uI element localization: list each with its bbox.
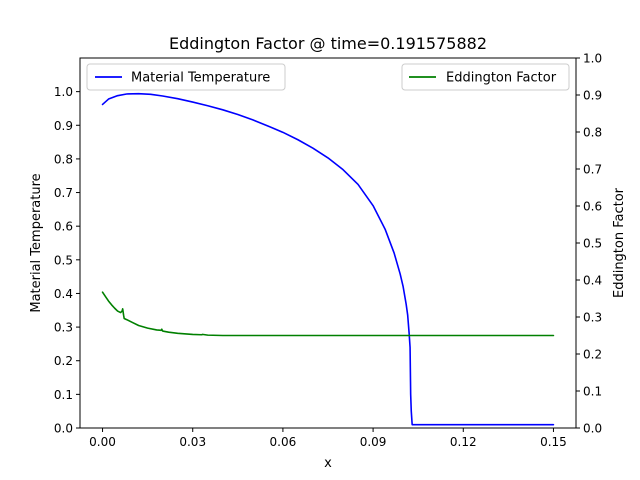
y-left-tick-label: 0.1 xyxy=(54,388,73,402)
y-axis-right-label: Eddington Factor xyxy=(612,187,627,298)
legend-box xyxy=(401,63,570,91)
y-axis-left-label: Material Temperature xyxy=(29,173,44,312)
x-axis: 0.00 0.03 0.06 0.09 0.12 0.15 xyxy=(89,428,567,449)
y-left-tick-label: 0.6 xyxy=(54,220,73,234)
x-tick-label: 0.12 xyxy=(450,435,477,449)
y-right-tick-label: 0.3 xyxy=(583,311,602,325)
legend-box xyxy=(86,63,286,91)
legend-label: Material Temperature xyxy=(131,71,270,86)
y-right-tick-label: 0.9 xyxy=(583,89,602,103)
legend-label: Eddington Factor xyxy=(446,71,557,86)
y-left-tick-label: 0.9 xyxy=(54,119,73,133)
y-left-tick-label: 0.2 xyxy=(54,354,73,368)
y-right-tick-label: 0.5 xyxy=(583,237,602,251)
series-layer xyxy=(101,92,555,426)
y-left-tick-label: 0.3 xyxy=(54,321,73,335)
y-right-tick-label: 0.4 xyxy=(583,274,602,288)
y-left-tick-label: 1.0 xyxy=(54,85,73,99)
y-right-tick-label: 0.0 xyxy=(583,422,602,436)
y-right-tick-label: 0.1 xyxy=(583,385,602,399)
legend-material-temperature: Material Temperature xyxy=(86,63,286,91)
chart-title: Eddington Factor @ time=0.191575882 xyxy=(169,34,487,53)
y-right-tick-label: 0.7 xyxy=(583,163,602,177)
y-right-tick-label: 0.8 xyxy=(583,126,602,140)
x-tick-label: 0.03 xyxy=(179,435,206,449)
y-axis-left: 0.0 0.1 0.2 0.3 0.4 0.5 0.6 0.7 0.8 0.9 1.0 xyxy=(54,85,80,436)
y-axis-right: 0.0 0.1 0.2 0.3 0.4 0.5 0.6 0.7 0.8 0.9 1.0 xyxy=(576,52,602,436)
x-axis-label: x xyxy=(324,456,332,471)
y-left-tick-label: 0.7 xyxy=(54,186,73,200)
series-line-material-temperature xyxy=(101,92,555,426)
y-right-tick-label: 1.0 xyxy=(583,52,602,66)
series-line-eddington-factor xyxy=(101,291,555,337)
x-tick-label: 0.09 xyxy=(360,435,387,449)
x-tick-label: 0.00 xyxy=(89,435,116,449)
legend-eddington-factor: Eddington Factor xyxy=(401,63,570,91)
y-left-tick-label: 0.8 xyxy=(54,152,73,166)
y-left-tick-label: 0.4 xyxy=(54,287,73,301)
y-right-tick-label: 0.2 xyxy=(583,348,602,362)
y-left-tick-label: 0.5 xyxy=(54,253,73,267)
y-right-tick-label: 0.6 xyxy=(583,200,602,214)
x-tick-label: 0.06 xyxy=(270,435,297,449)
y-left-tick-label: 0.0 xyxy=(54,422,73,436)
x-tick-label: 0.15 xyxy=(540,435,567,449)
